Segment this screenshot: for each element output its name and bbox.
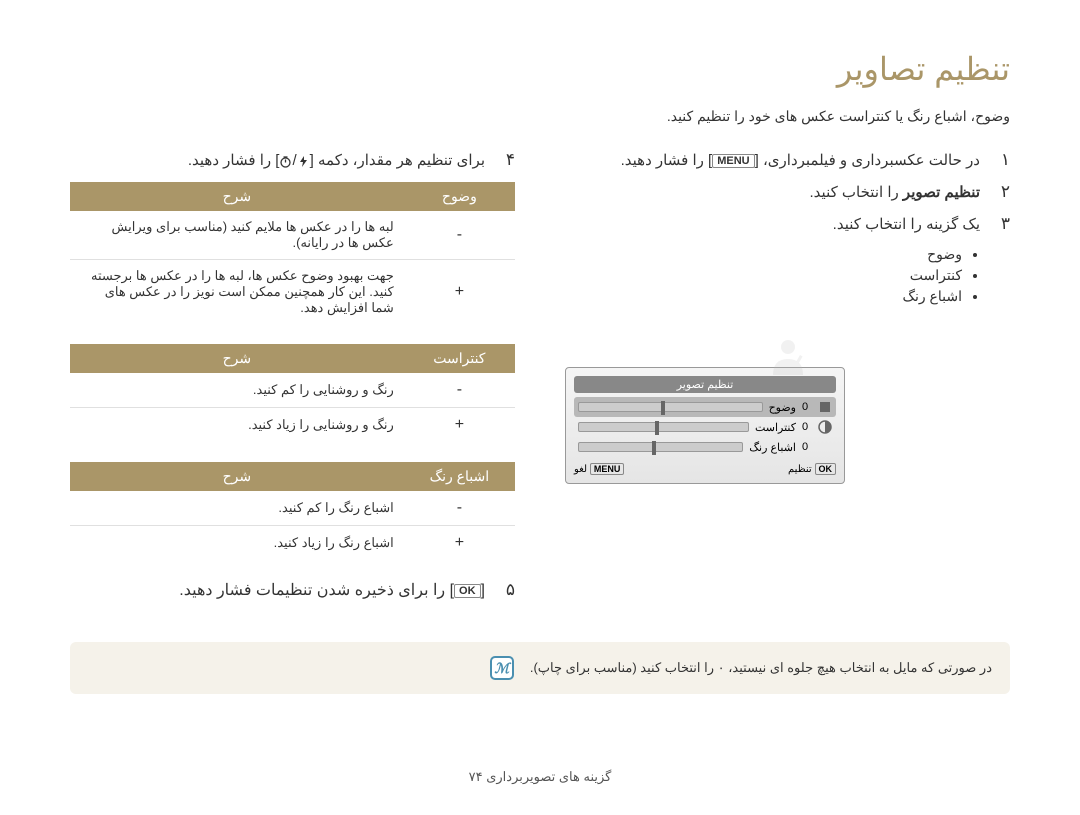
sign-minus: - (404, 211, 515, 260)
th-param: کنتراست (404, 344, 515, 373)
step-1-part-a: در حالت عکسبرداری و فیلمبرداری، [ (755, 152, 980, 169)
step-2-rest: را انتخاب کنید. (810, 184, 899, 201)
footer-left-text: لغو (574, 464, 587, 475)
desc-cell: اشباع رنگ را کم کنید. (70, 491, 404, 526)
sign-plus: + (404, 408, 515, 443)
step-number: ۵ (497, 580, 515, 600)
step-4: ۴ برای تنظیم هر مقدار، دکمه [ / ] را فشا… (70, 150, 515, 170)
menu-button-icon: MENU (712, 154, 754, 168)
desc-cell: لبه ها را در عکس ها ملایم کنید (مناسب بر… (70, 211, 404, 260)
bracket-open: [ (481, 582, 485, 599)
step-5: ۵ [OK] را برای ذخیره شدن تنظیمات فشار ده… (70, 580, 515, 600)
camera-ui-title: تنظیم تصویر (574, 376, 836, 393)
two-column-layout: ۱ در حالت عکسبرداری و فیلمبرداری، [MENU]… (70, 150, 1010, 612)
step-number: ۳ (992, 214, 1010, 234)
left-column: ۴ برای تنظیم هر مقدار، دکمه [ / ] را فشا… (70, 150, 515, 612)
note-icon-glyph: ℳ (494, 660, 509, 677)
row-label: اشباع رنگ (749, 441, 796, 454)
sign-minus: - (404, 491, 515, 526)
desc-cell: جهت بهبود وضوح عکس ها، لبه ها را در عکس … (70, 260, 404, 325)
step-2-bold: تنظیم تصویر (903, 184, 980, 201)
flash-icon (297, 152, 310, 169)
blank-icon (818, 440, 832, 454)
step-text: در حالت عکسبرداری و فیلمبرداری، [MENU] ر… (565, 151, 980, 169)
footer-left-group: MENU لغو (574, 463, 624, 475)
camera-screen-illustration: تنظیم تصویر 0 وضوح 0 کنت (565, 335, 1010, 484)
table-row: - لبه ها را در عکس ها ملایم کنید (مناسب … (70, 211, 515, 260)
value-zero: 0 (802, 421, 812, 433)
table-row: + جهت بهبود وضوح عکس ها، لبه ها را در عک… (70, 260, 515, 325)
table-row: + اشباع رنگ را زیاد کنید. (70, 526, 515, 561)
bullet-saturation: اشباع رنگ (565, 288, 962, 305)
th-desc: شرح (70, 462, 404, 491)
ok-button-icon: OK (454, 584, 481, 598)
silhouette-icon (565, 335, 1010, 375)
desc-cell: رنگ و روشنایی را کم کنید. (70, 373, 404, 408)
contrast-table: کنتراست شرح - رنگ و روشنایی را کم کنید. … (70, 344, 515, 442)
bullet-sharpness: وضوح (565, 246, 962, 263)
step-number: ۴ (497, 150, 515, 170)
options-list: وضوح کنتراست اشباع رنگ (565, 246, 980, 305)
table-row: + رنگ و روشنایی را زیاد کنید. (70, 408, 515, 443)
menu-btn-icon: MENU (590, 463, 625, 475)
value-zero: 0 (802, 441, 812, 453)
step-5-after: ] را برای ذخیره شدن تنظیمات فشار دهید. (179, 582, 454, 599)
page-title: تنظیم تصاویر (70, 50, 1010, 88)
footer-right-group: OK تنظیم (788, 463, 836, 475)
camera-row-contrast: 0 کنتراست (574, 417, 836, 437)
ok-btn-icon: OK (815, 463, 837, 475)
table-row: - اشباع رنگ را کم کنید. (70, 491, 515, 526)
step-text: تنظیم تصویر را انتخاب کنید. (565, 183, 980, 201)
note-text: در صورتی که مایل به انتخاب هیچ جلوه ای ن… (530, 660, 992, 676)
footer-right-text: تنظیم (788, 464, 812, 475)
step-1: ۱ در حالت عکسبرداری و فیلمبرداری، [MENU]… (565, 150, 1010, 170)
step-4-text: برای تنظیم هر مقدار، دکمه [ / ] را فشار … (70, 151, 485, 169)
step-number: ۱ (992, 150, 1010, 170)
step-4-after: ] را فشار دهید. (188, 152, 280, 169)
parameter-tables: وضوح شرح - لبه ها را در عکس ها ملایم کنی… (70, 182, 515, 560)
bullet-contrast: کنتراست (565, 267, 962, 284)
sharpness-table: وضوح شرح - لبه ها را در عکس ها ملایم کنی… (70, 182, 515, 324)
page-footer: گزینه های تصویربرداری ۷۴ (0, 769, 1080, 785)
camera-row-saturation: 0 اشباع رنگ (574, 437, 836, 457)
right-column: ۱ در حالت عکسبرداری و فیلمبرداری، [MENU]… (565, 150, 1010, 612)
step-3: ۳ یک گزینه را انتخاب کنید. (565, 214, 1010, 234)
contrast-icon (818, 420, 832, 434)
th-desc: شرح (70, 344, 404, 373)
desc-cell: اشباع رنگ را زیاد کنید. (70, 526, 404, 561)
note-box: در صورتی که مایل به انتخاب هیچ جلوه ای ن… (70, 642, 1010, 694)
row-label: وضوح (769, 401, 796, 414)
sign-plus: + (404, 260, 515, 325)
slider-bar (578, 442, 743, 452)
sun-icon (818, 400, 832, 414)
camera-row-sharpness: 0 وضوح (574, 397, 836, 417)
row-label: کنتراست (755, 421, 796, 434)
sign-plus: + (404, 526, 515, 561)
page-subtitle: وضوح، اشباع رنگ یا کنتراست عکس های خود ر… (70, 108, 1010, 125)
sign-minus: - (404, 373, 515, 408)
th-param: اشباع رنگ (404, 462, 515, 491)
document-page: تنظیم تصاویر وضوح، اشباع رنگ یا کنتراست … (0, 0, 1080, 724)
step-4-before: برای تنظیم هر مقدار، دکمه [ (310, 152, 485, 169)
camera-footer: OK تنظیم MENU لغو (574, 463, 836, 475)
value-zero: 0 (802, 401, 812, 413)
slider-bar (578, 422, 749, 432)
table-row: - رنگ و روشنایی را کم کنید. (70, 373, 515, 408)
note-info-icon: ℳ (490, 656, 514, 680)
step-2: ۲ تنظیم تصویر را انتخاب کنید. (565, 182, 1010, 202)
saturation-table: اشباع رنگ شرح - اشباع رنگ را کم کنید. + … (70, 462, 515, 560)
th-desc: شرح (70, 182, 404, 211)
step-text: یک گزینه را انتخاب کنید. (565, 215, 980, 233)
desc-cell: رنگ و روشنایی را زیاد کنید. (70, 408, 404, 443)
slider-bar (578, 402, 763, 412)
camera-ui-panel: تنظیم تصویر 0 وضوح 0 کنت (565, 367, 845, 484)
step-1-part-b: ] را فشار دهید. (621, 152, 713, 169)
step-5-text: [OK] را برای ذخیره شدن تنظیمات فشار دهید… (70, 580, 485, 600)
step-number: ۲ (992, 182, 1010, 202)
timer-icon (279, 152, 292, 169)
th-param: وضوح (404, 182, 515, 211)
